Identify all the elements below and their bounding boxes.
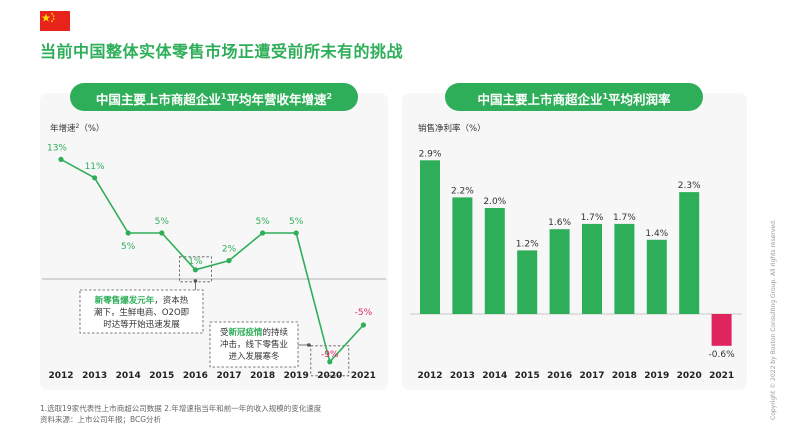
callout-1-dot xyxy=(193,279,198,283)
callout-2-dot xyxy=(307,343,311,347)
growth-point-2015 xyxy=(159,230,165,236)
callout-covid-segment: 的持续 xyxy=(263,327,289,338)
growth-title-sup2: 2 xyxy=(326,92,333,101)
margin-label-2019: 1.4% xyxy=(645,229,668,239)
growth-label-2016: 1% xyxy=(188,257,203,267)
growth-ylabel-sup: 2 xyxy=(76,123,80,130)
margin-tick-2020: 2020 xyxy=(677,371,702,381)
growth-chart-title: 中国主要上市商超企业1平均年营收年增速2 xyxy=(70,83,358,111)
copyright-text: Copyright © 2022 by Boston Consulting Gr… xyxy=(770,219,777,420)
page-title: 当前中国整体实体零售市场正遭受前所未有的挑战 xyxy=(40,42,404,61)
callout-new-retail-box xyxy=(79,289,204,334)
footnote: 1.选取19家代表性上市商超公司数据 2.年增速指当年和前一年的收入规模的变化速… xyxy=(40,403,321,425)
margin-title-sup: 1 xyxy=(602,92,609,101)
margin-bar-2020 xyxy=(679,192,700,314)
callout-covid-text: 受新冠疫情的持续冲击，线下零售业进入发展寒冬 xyxy=(220,327,289,362)
margin-ylabel: 销售净利率（%） xyxy=(418,123,486,134)
growth-series-line xyxy=(60,158,364,364)
margin-label-2021: -0.6% xyxy=(709,350,736,360)
growth-label-2013: 11% xyxy=(85,162,105,172)
growth-point-2021 xyxy=(360,322,366,328)
callout-covid-segment: 新冠疫情 xyxy=(228,327,263,338)
margin-label-2014: 2.0% xyxy=(483,197,506,207)
margin-tick-2018: 2018 xyxy=(612,371,637,381)
margin-bar-2021 xyxy=(711,314,732,346)
margin-bar-2014 xyxy=(484,208,505,314)
growth-point-2012 xyxy=(58,156,64,162)
margin-tick-2017: 2017 xyxy=(579,371,604,381)
growth-label-2021: -5% xyxy=(355,308,373,318)
margin-bar-2016 xyxy=(549,229,570,314)
growth-label-2020: -9% xyxy=(321,350,339,360)
growth-tick-2016: 2016 xyxy=(183,371,208,381)
margin-tick-2019: 2019 xyxy=(644,371,669,381)
margin-tick-2013: 2013 xyxy=(450,371,475,381)
growth-point-2016 xyxy=(192,267,198,273)
growth-label-2019: 5% xyxy=(289,217,304,227)
margin-chart-title: 中国主要上市商超企业1平均利润率 xyxy=(445,83,703,111)
margin-tick-2014: 2014 xyxy=(482,371,507,381)
callout-new-retail-segment: 新零售爆发元年 xyxy=(95,295,155,306)
callout-new-retail-segment: ，资本热 xyxy=(154,295,189,306)
growth-tick-2017: 2017 xyxy=(216,371,241,381)
margin-label-2013: 2.2% xyxy=(451,186,474,196)
growth-tick-2015: 2015 xyxy=(149,371,174,381)
flag-stars-icon xyxy=(41,12,55,23)
footnote-line-1: 1.选取19家代表性上市商超公司数据 2.年增速指当年和前一年的收入规模的变化速… xyxy=(40,404,322,413)
callout-new-retail-segment: 潮下，生鲜电商、O2O即 xyxy=(94,307,189,318)
margin-tick-2015: 2015 xyxy=(515,371,540,381)
margin-bar-2017 xyxy=(582,223,602,314)
growth-point-2019 xyxy=(293,230,299,236)
growth-title-main: 中国主要上市商超企业 xyxy=(95,92,221,108)
callout-covid-segment: 进入发展寒冬 xyxy=(228,351,280,362)
margin-label-2020: 2.3% xyxy=(678,181,701,191)
growth-tick-2020: 2020 xyxy=(317,371,342,381)
growth-point-2013 xyxy=(92,175,98,181)
margin-title-main: 中国主要上市商超企业 xyxy=(477,92,603,108)
margin-bar-2012 xyxy=(420,160,440,314)
growth-label-2017: 2% xyxy=(222,245,237,255)
growth-label-2018: 5% xyxy=(255,217,270,227)
highlight-box-2020 xyxy=(310,345,350,377)
margin-label-2018: 1.7% xyxy=(613,213,636,223)
growth-tick-2013: 2013 xyxy=(82,371,107,381)
callout-covid-segment: 冲击，线下零售业 xyxy=(220,339,288,350)
margin-label-2015: 1.2% xyxy=(516,239,539,249)
growth-label-2012: 13% xyxy=(47,143,67,153)
growth-point-2014 xyxy=(125,230,131,236)
callout-new-retail-segment: 时达等开始迅速发展 xyxy=(103,319,180,330)
margin-tick-2016: 2016 xyxy=(547,371,572,381)
margin-bar-2013 xyxy=(452,197,473,314)
callout-new-retail-text: 新零售爆发元年，资本热潮下，生鲜电商、O2O即时达等开始迅速发展 xyxy=(94,295,189,330)
margin-label-2017: 1.7% xyxy=(581,213,604,223)
growth-tick-2014: 2014 xyxy=(116,371,141,381)
china-flag-icon xyxy=(40,11,70,31)
growth-ylabel-unit: （%） xyxy=(79,123,104,134)
footnote-source: 资料来源：上市公司年报；BCG分析 xyxy=(40,415,162,424)
growth-point-2018 xyxy=(260,230,266,236)
margin-title-end: 平均利润率 xyxy=(608,92,671,108)
growth-label-2014: 5% xyxy=(121,242,136,252)
margin-bar-2019 xyxy=(646,239,667,314)
growth-ylabel: 年增速2（%） xyxy=(50,123,104,134)
margin-bar-2015 xyxy=(517,250,538,314)
growth-tick-2018: 2018 xyxy=(250,371,275,381)
growth-tick-2012: 2012 xyxy=(48,371,73,381)
growth-title-sup1: 1 xyxy=(220,92,227,101)
growth-point-2020 xyxy=(327,359,333,365)
margin-tick-2021: 2021 xyxy=(709,371,734,381)
growth-title-mid: 平均年营收年增速 xyxy=(226,92,327,108)
callout-covid-segment: 受 xyxy=(220,327,229,338)
margin-label-2016: 1.6% xyxy=(548,218,571,228)
growth-label-2015: 5% xyxy=(155,217,170,227)
callout-covid-box xyxy=(209,321,299,368)
growth-point-2017 xyxy=(226,258,232,264)
growth-tick-2019: 2019 xyxy=(284,371,309,381)
growth-tick-2021: 2021 xyxy=(351,371,376,381)
margin-tick-2012: 2012 xyxy=(417,371,442,381)
margin-label-2012: 2.9% xyxy=(419,149,442,159)
growth-ylabel-text: 年增速 xyxy=(50,123,76,134)
margin-bar-2018 xyxy=(614,223,635,314)
